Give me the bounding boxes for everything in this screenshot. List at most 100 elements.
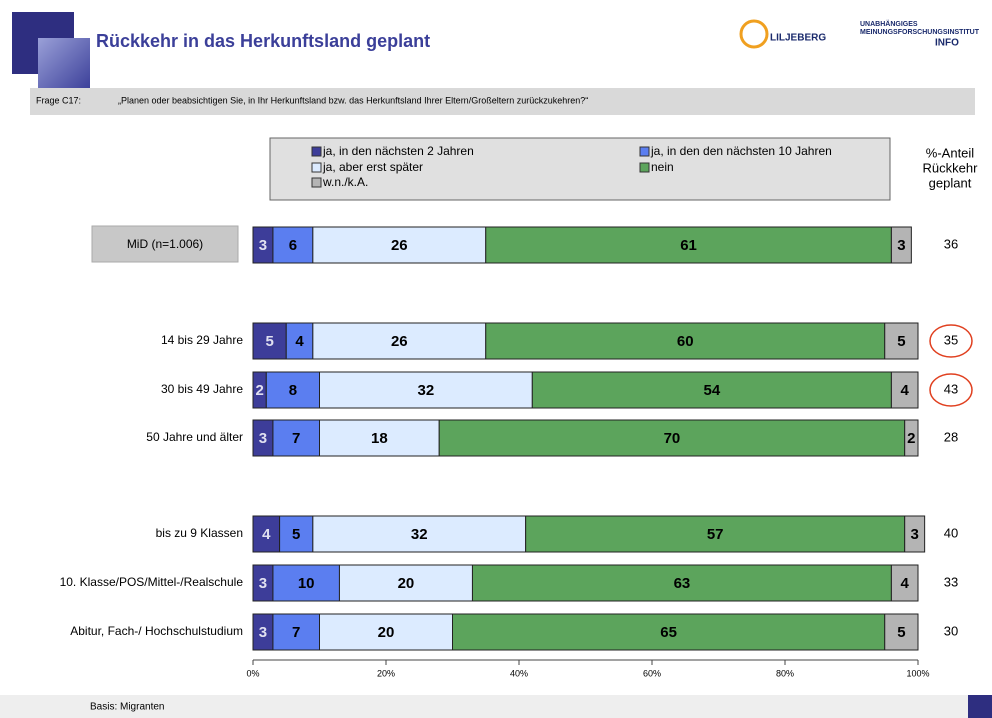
segment-label: 54 bbox=[704, 382, 721, 399]
segment-label: 3 bbox=[259, 624, 267, 641]
segment-label: 3 bbox=[911, 526, 919, 543]
legend-swatch bbox=[639, 162, 650, 173]
title: Rückkehr in das Herkunftsland geplant bbox=[96, 31, 430, 51]
segment-label: 3 bbox=[259, 575, 267, 592]
segment-label: 5 bbox=[897, 624, 905, 641]
logo: LILJEBERG bbox=[770, 33, 826, 44]
x-tick-label: 20% bbox=[377, 668, 395, 678]
bar-segment bbox=[285, 322, 314, 360]
bar-segment bbox=[338, 564, 473, 602]
bar-segment bbox=[452, 613, 886, 651]
share-value: 36 bbox=[944, 236, 958, 251]
x-tick-label: 80% bbox=[776, 668, 794, 678]
logo: INFO bbox=[935, 38, 959, 49]
segment-label: 7 bbox=[292, 430, 300, 447]
share-title: Rückkehr bbox=[923, 160, 979, 175]
footer-band bbox=[0, 695, 992, 718]
bar-segment bbox=[319, 371, 533, 409]
question-band bbox=[30, 88, 975, 115]
legend-label: w.n./k.A. bbox=[322, 175, 368, 189]
segment-label: 20 bbox=[378, 624, 395, 641]
legend-label: ja, in den nächsten 2 Jahren bbox=[322, 144, 474, 158]
segment-label: 32 bbox=[411, 526, 428, 543]
share-value: 30 bbox=[944, 623, 958, 638]
legend-box bbox=[269, 137, 891, 201]
segment-label: 4 bbox=[901, 382, 910, 399]
legend-label: nein bbox=[651, 160, 674, 174]
segment-label: 70 bbox=[664, 430, 681, 447]
share-value: 40 bbox=[944, 525, 958, 540]
segment-label: 2 bbox=[255, 382, 263, 399]
share-value: 28 bbox=[944, 429, 958, 444]
segment-label: 3 bbox=[259, 237, 267, 254]
legend-swatch bbox=[311, 177, 322, 188]
segment-label: 4 bbox=[901, 575, 910, 592]
footer: Basis: Migranten bbox=[90, 702, 164, 713]
segment-label: 5 bbox=[897, 333, 905, 350]
bar-segment bbox=[312, 226, 487, 264]
bar-segment bbox=[438, 419, 906, 457]
segment-label: 60 bbox=[677, 333, 694, 350]
question-text: „Planen oder beabsichtigen Sie, in Ihr H… bbox=[118, 95, 588, 105]
bar-segment bbox=[890, 371, 919, 409]
category-label: MiD (n=1.006) bbox=[127, 237, 203, 251]
share-title: geplant bbox=[929, 175, 972, 190]
bar-segment bbox=[890, 564, 919, 602]
x-tick-label: 60% bbox=[643, 668, 661, 678]
bar-segment bbox=[904, 419, 919, 457]
share-value: 43 bbox=[944, 381, 958, 396]
bar-segment bbox=[531, 371, 892, 409]
segment-label: 7 bbox=[292, 624, 300, 641]
segment-label: 63 bbox=[674, 575, 691, 592]
logo: UNABHÄNGIGES bbox=[860, 20, 918, 28]
share-title: %-Anteil bbox=[926, 145, 975, 160]
deco-square bbox=[968, 695, 992, 718]
logo-icon bbox=[739, 19, 769, 49]
segment-label: 26 bbox=[391, 237, 408, 254]
segment-label: 3 bbox=[897, 237, 905, 254]
segment-label: 8 bbox=[289, 382, 297, 399]
bar-segment bbox=[252, 322, 287, 360]
bar-segment bbox=[265, 371, 320, 409]
segment-label: 3 bbox=[259, 430, 267, 447]
highlight bbox=[929, 373, 973, 407]
highlight bbox=[929, 324, 973, 358]
segment-label: 10 bbox=[298, 575, 315, 592]
segment-label: 20 bbox=[398, 575, 415, 592]
x-tick-label: 40% bbox=[510, 668, 528, 678]
bar-segment bbox=[884, 613, 919, 651]
bar-segment bbox=[904, 515, 926, 553]
segment-label: 32 bbox=[418, 382, 435, 399]
segment-label: 4 bbox=[295, 333, 304, 350]
segment-label: 57 bbox=[707, 526, 724, 543]
bar-segment bbox=[312, 322, 487, 360]
category-label: Abitur, Fach-/ Hochschulstudium bbox=[70, 624, 243, 638]
segment-label: 61 bbox=[680, 237, 697, 254]
segment-label: 2 bbox=[907, 430, 915, 447]
segment-label: 5 bbox=[265, 333, 273, 350]
legend-swatch bbox=[311, 146, 322, 157]
bar-segment bbox=[319, 419, 440, 457]
bar-segment bbox=[485, 226, 892, 264]
question-label: Frage C17: bbox=[36, 95, 81, 105]
segment-label: 4 bbox=[262, 526, 271, 543]
category-label: 14 bis 29 Jahre bbox=[161, 333, 243, 347]
bar-segment bbox=[319, 613, 453, 651]
deco-square bbox=[38, 38, 90, 90]
category-label: 50 Jahre und älter bbox=[146, 430, 243, 444]
share-value: 33 bbox=[944, 574, 958, 589]
bar-segment bbox=[884, 322, 919, 360]
segment-label: 26 bbox=[391, 333, 408, 350]
segment-label: 18 bbox=[371, 430, 388, 447]
bar-segment bbox=[279, 515, 314, 553]
legend-label: ja, in den den nächsten 10 Jahren bbox=[650, 144, 832, 158]
share-value: 35 bbox=[944, 332, 958, 347]
legend-swatch bbox=[311, 162, 322, 173]
bar-segment bbox=[272, 564, 340, 602]
segment-label: 6 bbox=[289, 237, 297, 254]
x-tick-label: 0% bbox=[246, 668, 259, 678]
category-box bbox=[91, 225, 239, 263]
bar-segment bbox=[485, 322, 886, 360]
legend-label: ja, aber erst später bbox=[322, 160, 423, 174]
